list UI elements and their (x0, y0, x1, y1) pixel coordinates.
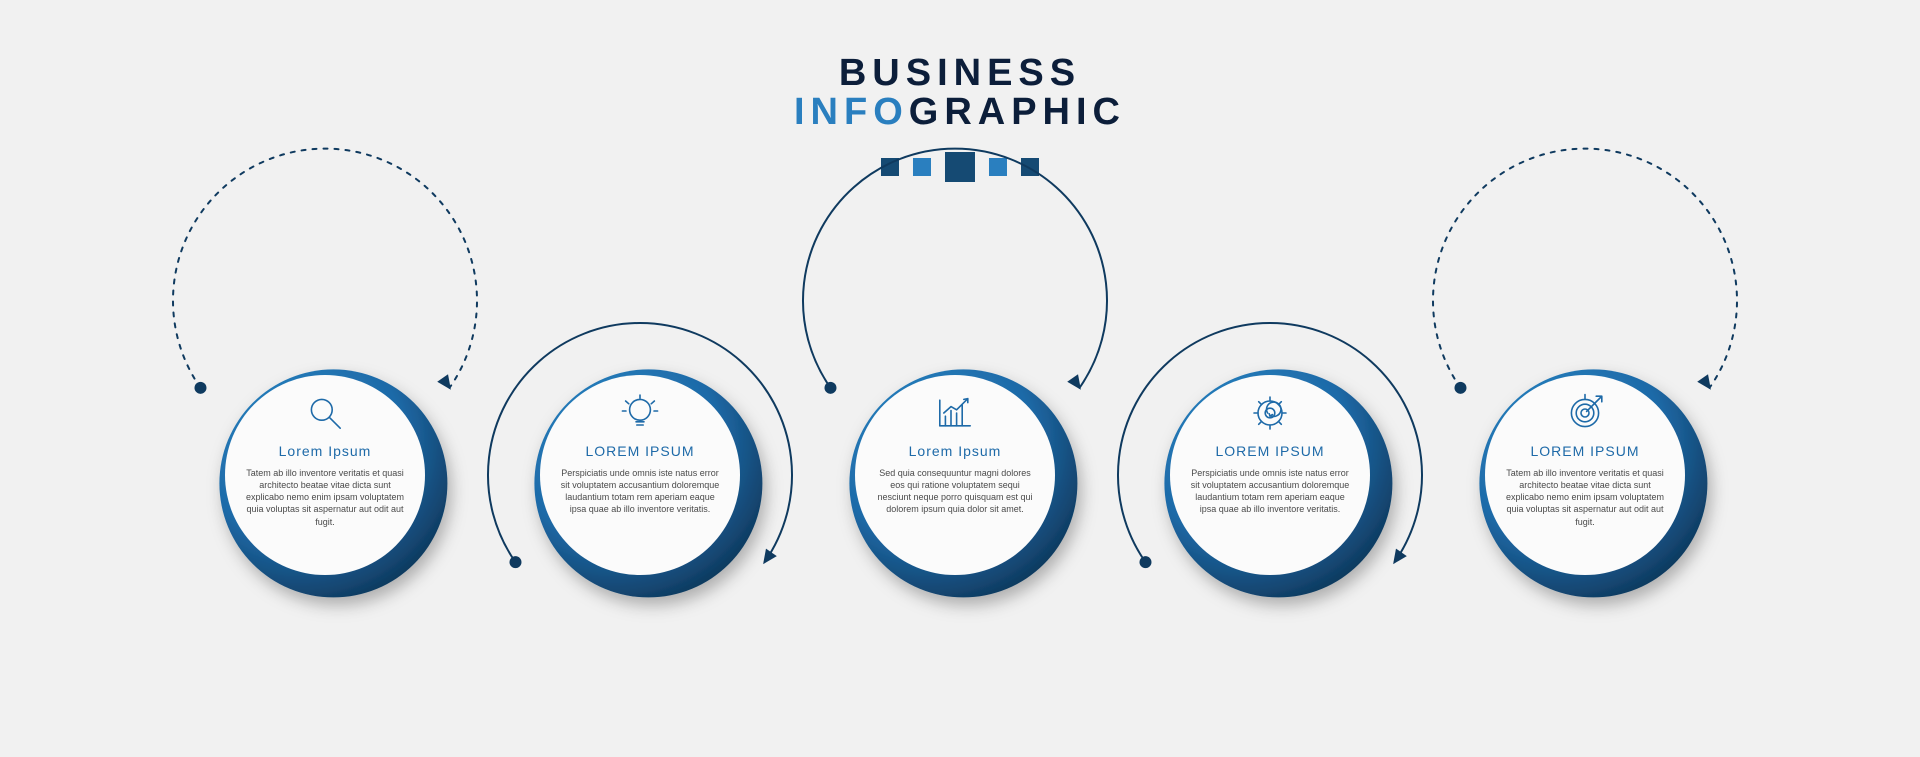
step-geometry-3 (803, 149, 1107, 598)
step-heading-3: Lorem Ipsum (875, 443, 1035, 459)
step-heading-4: LOREM IPSUM (1190, 443, 1350, 459)
step-2: LOREM IPSUM Perspiciatis unde omnis iste … (560, 393, 720, 516)
step-geometry-5 (1433, 149, 1737, 598)
infographic-page: BUSINESS INFOGRAPHIC Lorem IpsumTatem ab… (0, 0, 1920, 757)
step-body-3: Sed quia consequuntur magni dolores eos … (875, 467, 1035, 516)
step-body-5: Tatem ab illo inventore veritatis et qua… (1505, 467, 1665, 528)
step-arc-dot-1 (194, 382, 206, 394)
step-arc-arrow-1 (437, 374, 451, 390)
step-heading-2: LOREM IPSUM (560, 443, 720, 459)
step-5: LOREM IPSUM Tatem ab illo inventore verit… (1505, 393, 1665, 528)
gear-icon (1190, 393, 1350, 433)
target-icon (1505, 393, 1665, 433)
step-heading-5: LOREM IPSUM (1505, 443, 1665, 459)
step-arc-arrow-5 (1697, 374, 1711, 390)
bulb-icon (560, 393, 720, 433)
barchart-icon (875, 393, 1035, 433)
step-arc-3 (803, 149, 1107, 388)
step-arc-arrow-2 (763, 549, 777, 565)
step-body-4: Perspiciatis unde omnis iste natus error… (1190, 467, 1350, 516)
step-arc-arrow-4 (1393, 549, 1407, 565)
step-body-1: Tatem ab illo inventore veritatis et qua… (245, 467, 405, 528)
step-1: Lorem Ipsum Tatem ab illo inventore verit… (245, 393, 405, 528)
steps-svg (0, 0, 1920, 757)
magnifier-icon (245, 393, 405, 433)
step-arc-dot-4 (1139, 556, 1151, 568)
step-arc-arrow-3 (1067, 374, 1081, 390)
step-arc-dot-3 (824, 382, 836, 394)
step-arc-dot-2 (509, 556, 521, 568)
step-geometry-1 (173, 149, 477, 598)
step-heading-1: Lorem Ipsum (245, 443, 405, 459)
step-arc-5 (1433, 149, 1737, 388)
step-arc-dot-5 (1454, 382, 1466, 394)
step-3: Lorem Ipsum Sed quia consequuntur magni d… (875, 393, 1035, 516)
step-arc-1 (173, 149, 477, 388)
step-4: LOREM IPSUM Perspiciatis unde omnis iste … (1190, 393, 1350, 516)
step-body-2: Perspiciatis unde omnis iste natus error… (560, 467, 720, 516)
